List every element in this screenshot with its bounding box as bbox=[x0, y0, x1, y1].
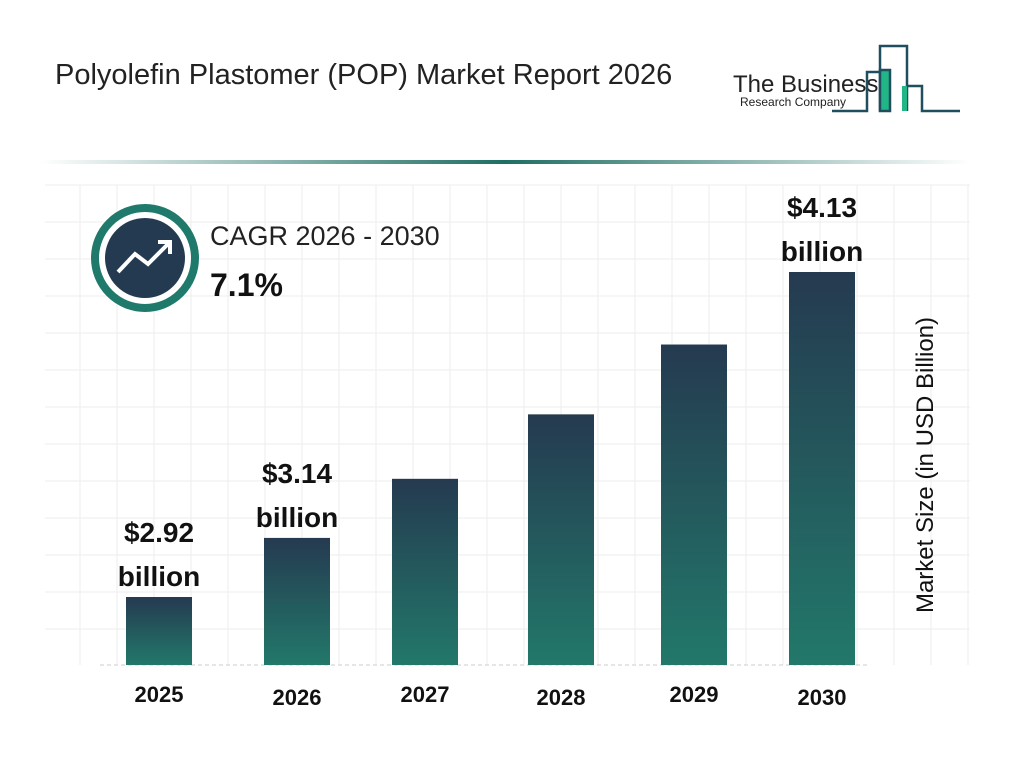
y-axis-label: Market Size (in USD Billion) bbox=[912, 317, 939, 613]
cagr-label: CAGR 2026 - 2030 bbox=[210, 221, 440, 251]
divider bbox=[40, 160, 970, 164]
bar-2025 bbox=[126, 597, 192, 665]
logo-line1: The Business bbox=[733, 71, 878, 98]
x-tick-label: 2030 bbox=[798, 685, 847, 710]
data-label: $3.14 bbox=[262, 458, 332, 489]
x-tick-label: 2028 bbox=[537, 685, 586, 710]
bar-2029 bbox=[661, 344, 727, 665]
data-label: $4.13 bbox=[787, 192, 857, 223]
logo: The Business Research Company bbox=[733, 44, 960, 113]
x-tick-label: 2027 bbox=[401, 682, 450, 707]
logo-line2: Research Company bbox=[740, 95, 846, 109]
trending-up-icon bbox=[91, 204, 199, 312]
cagr-value: 7.1% bbox=[210, 267, 283, 303]
data-label: billion bbox=[118, 561, 200, 592]
data-label: billion bbox=[781, 236, 863, 267]
page-title: Polyolefin Plastomer (POP) Market Report… bbox=[55, 59, 673, 91]
x-tick-label: 2025 bbox=[135, 682, 184, 707]
x-tick-label: 2029 bbox=[670, 682, 719, 707]
bar-2028 bbox=[528, 414, 594, 665]
bar-2026 bbox=[264, 537, 330, 665]
data-label: $2.92 bbox=[124, 517, 194, 548]
data-label: billion bbox=[256, 502, 338, 533]
bar-2027 bbox=[392, 478, 458, 665]
grid bbox=[45, 184, 970, 665]
bar-2030 bbox=[789, 272, 855, 665]
x-tick-label: 2026 bbox=[273, 685, 322, 710]
